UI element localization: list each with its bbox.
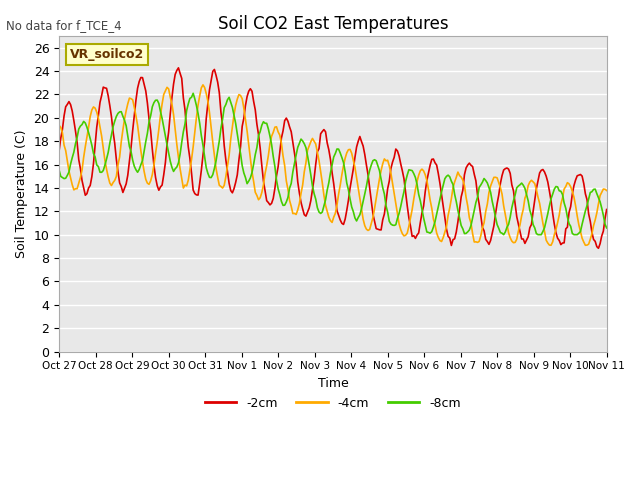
- -4cm: [364, 228, 372, 233]
- -2cm: [364, 172, 372, 178]
- -2cm: [220, 143, 228, 148]
- Title: Soil CO2 East Temperatures: Soil CO2 East Temperatures: [218, 15, 448, 33]
- Line: -8cm: -8cm: [59, 93, 607, 235]
- Text: No data for f_TCE_4: No data for f_TCE_4: [6, 19, 122, 32]
- -8cm: [513, 185, 520, 191]
- -2cm: [505, 166, 513, 172]
- Legend: -2cm, -4cm, -8cm: -2cm, -4cm, -8cm: [200, 392, 466, 415]
- -2cm: [511, 201, 519, 206]
- -4cm: [505, 230, 513, 236]
- -2cm: [595, 245, 602, 251]
- Text: VR_soilco2: VR_soilco2: [70, 48, 145, 61]
- -8cm: [176, 151, 184, 157]
- -4cm: [511, 240, 519, 245]
- Line: -4cm: -4cm: [59, 85, 607, 245]
- -4cm: [220, 182, 228, 188]
- Line: -2cm: -2cm: [59, 68, 607, 248]
- -2cm: [55, 148, 63, 154]
- -8cm: [364, 175, 372, 180]
- -4cm: [176, 166, 184, 172]
- -2cm: [62, 104, 70, 109]
- -2cm: [178, 75, 186, 81]
- -4cm: [582, 242, 589, 248]
- -8cm: [62, 175, 70, 181]
- -4cm: [199, 82, 207, 88]
- Y-axis label: Soil Temperature (C): Soil Temperature (C): [15, 130, 28, 258]
- -4cm: [55, 122, 63, 128]
- -8cm: [220, 105, 228, 110]
- -8cm: [603, 225, 611, 231]
- -4cm: [62, 148, 70, 154]
- -8cm: [500, 232, 508, 238]
- -8cm: [55, 168, 63, 173]
- -2cm: [603, 206, 611, 212]
- -8cm: [506, 214, 514, 220]
- -2cm: [175, 65, 182, 71]
- -4cm: [603, 188, 611, 193]
- X-axis label: Time: Time: [317, 377, 348, 390]
- -8cm: [189, 90, 197, 96]
